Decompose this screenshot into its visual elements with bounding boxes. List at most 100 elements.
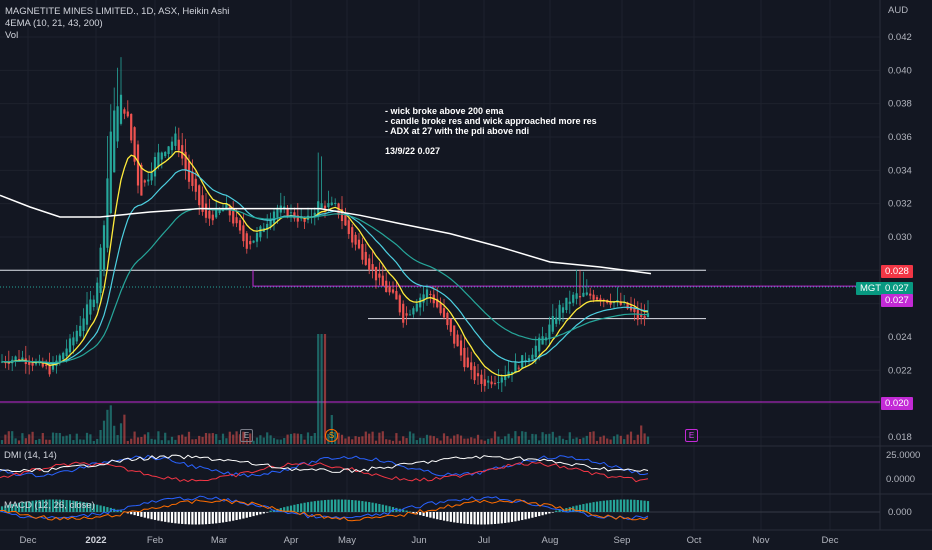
volume-bar <box>89 434 92 444</box>
candle-body <box>572 294 575 303</box>
candle-body <box>609 301 612 305</box>
macd-bar <box>616 499 619 512</box>
volume-bar <box>24 438 27 444</box>
macd-bar <box>544 512 548 515</box>
symbol-title[interactable]: MAGNETITE MINES LIMITED., 1D, ASX, Heiki… <box>5 6 230 17</box>
candle-body <box>235 217 238 224</box>
price-tick-label: 0.034 <box>888 165 912 176</box>
volume-bar <box>55 432 58 444</box>
volume-bar <box>459 435 463 444</box>
volume-bar <box>626 434 629 444</box>
macd-histogram <box>0 499 650 525</box>
macd-bar <box>177 512 180 524</box>
macd-bar <box>55 499 58 512</box>
macd-bar <box>432 512 435 519</box>
candle-body <box>555 317 558 324</box>
dmi-label[interactable]: DMI (14, 14) <box>4 450 57 461</box>
macd-bar <box>463 512 466 524</box>
volume-bar <box>34 440 38 444</box>
volume-bar <box>351 439 354 444</box>
last-price-badge: 0.027 <box>881 282 913 295</box>
macd-bar <box>242 512 245 519</box>
macd-bar <box>643 500 646 512</box>
volume-bar <box>232 434 235 444</box>
volume-bar <box>160 440 163 444</box>
volume-bar <box>582 437 585 444</box>
volume-bar <box>395 433 398 444</box>
ema-indicator-label[interactable]: 4EMA (10, 21, 43, 200) <box>5 18 103 29</box>
volume-bar <box>221 433 225 444</box>
macd-bar <box>102 506 106 512</box>
volume-bar <box>436 438 439 444</box>
macd-bar <box>582 504 585 512</box>
earnings-event-icon[interactable]: E <box>240 429 253 442</box>
volume-bar <box>391 440 395 444</box>
volume-bar <box>218 440 221 444</box>
volume-bar <box>521 431 524 444</box>
candle-body <box>68 338 72 353</box>
time-tick-label: Dec <box>20 535 37 546</box>
candle-body <box>541 336 544 345</box>
price-tick-label: 0.038 <box>888 99 912 110</box>
macd-bar <box>119 510 123 512</box>
macd-bar <box>259 512 262 515</box>
macd-label[interactable]: MACD (12, 26, close) <box>4 500 95 511</box>
candle-body <box>143 180 146 183</box>
candle-body <box>575 293 578 299</box>
macd-bar <box>198 512 201 525</box>
volume-bar <box>578 439 582 444</box>
candle-body <box>470 362 473 370</box>
time-tick-label: May <box>338 535 356 546</box>
macd-bar <box>361 501 364 512</box>
candle-body <box>585 292 588 295</box>
candle-body <box>378 273 381 278</box>
macd-bar <box>364 501 367 512</box>
volume-bar <box>432 436 435 444</box>
macd-bar <box>160 512 163 522</box>
volume-bar <box>68 434 72 444</box>
candle-body <box>330 202 333 206</box>
macd-bar <box>187 512 191 525</box>
volume-bar <box>439 440 442 444</box>
macd-bar <box>106 507 109 512</box>
price-tick-label: 0.024 <box>888 332 912 343</box>
candle-body <box>340 209 344 222</box>
volume-bar <box>340 434 344 444</box>
volume-bar <box>58 432 61 444</box>
volume-bar <box>347 436 350 444</box>
candle-body <box>463 347 466 368</box>
volume-bar <box>602 435 605 444</box>
macd-bar <box>351 500 354 512</box>
candle-body <box>153 156 157 177</box>
volume-bar <box>623 439 626 444</box>
candle-body <box>269 219 272 227</box>
candle-body <box>41 362 44 367</box>
macd-bar <box>204 512 208 525</box>
candle-body <box>174 133 177 146</box>
macd-bar <box>466 512 469 524</box>
volume-bar <box>62 436 65 444</box>
volume-bar <box>48 439 51 444</box>
macd-bar <box>51 499 55 512</box>
split-event-icon[interactable]: S <box>325 429 338 442</box>
candle-body <box>493 382 497 384</box>
volume-bar <box>558 435 561 444</box>
macd-bar <box>344 499 347 512</box>
volume-bar <box>408 431 412 444</box>
upcoming-earnings-event-icon[interactable]: E <box>685 429 698 442</box>
volume-bar <box>113 425 116 444</box>
volume-bar <box>337 432 340 444</box>
macd-bar <box>585 503 588 512</box>
volume-bar <box>99 430 102 444</box>
volume-bar <box>181 434 184 444</box>
candle-body <box>276 207 279 218</box>
macd-bar <box>646 501 650 512</box>
candle-body <box>113 110 116 173</box>
macd-bar <box>28 501 31 512</box>
macd-bar <box>483 512 486 525</box>
volume-indicator-label[interactable]: Vol <box>5 30 19 41</box>
candle-body <box>313 212 316 218</box>
volume-bar <box>126 440 129 444</box>
macd-bar <box>153 512 157 520</box>
